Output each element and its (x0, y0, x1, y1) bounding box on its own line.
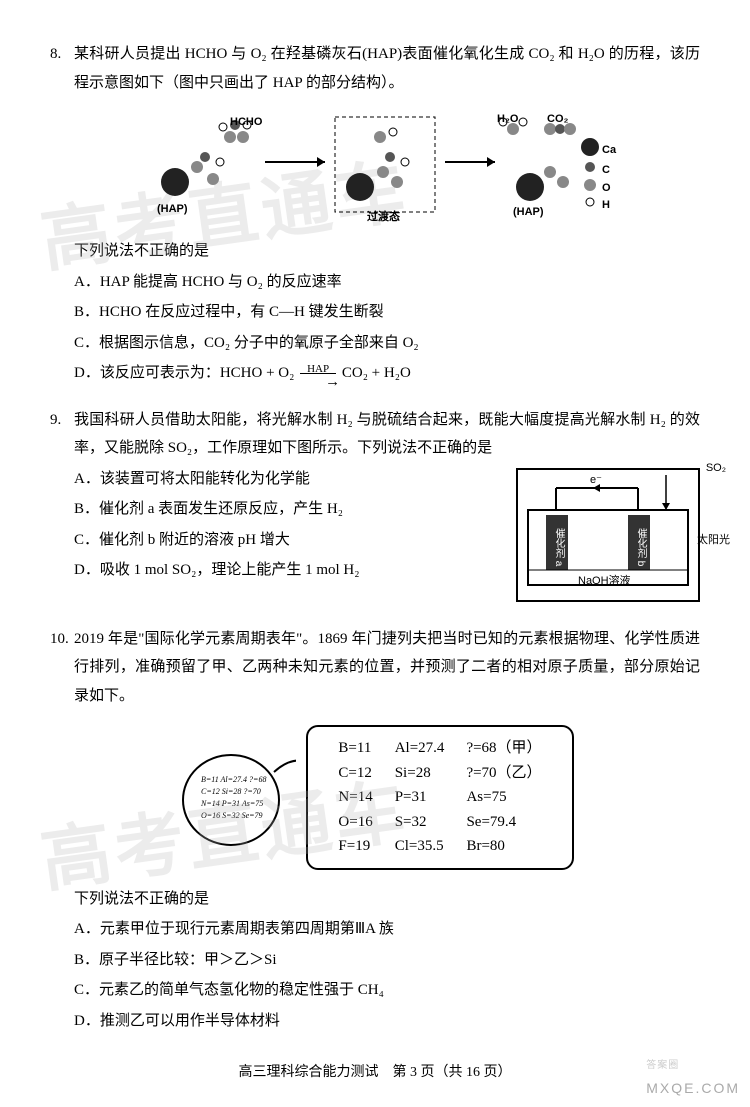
q8-optd-post: CO₂ + H₂O (338, 365, 411, 381)
t-r2c3: ?=70（乙） (456, 762, 551, 785)
svg-text:O=16 S=32 Se=79: O=16 S=32 Se=79 (201, 811, 263, 820)
svg-text:N=14 P=31 As=75: N=14 P=31 As=75 (200, 799, 263, 808)
q8-hap-left: (HAP) (157, 199, 188, 220)
page-footer: 高三理科综合能力测试 第 3 页（共 16 页） (50, 1060, 700, 1087)
q8-diagram: HCHO (HAP) 过渡态 (HAP) H₂O CO₂ Ca C O H (50, 107, 700, 227)
q8-hcho-label: HCHO (230, 112, 262, 133)
t-r5c1: F=19 (328, 835, 382, 858)
t-r4c3: Se=79.4 (456, 811, 551, 834)
q8-option-c: C．根据图示信息，CO₂ 分子中的氧原子全部来自 O₂ (74, 329, 700, 358)
q8-option-a: A．HAP 能提高 HCHO 与 O₂ 的反应速率 (74, 268, 700, 297)
question-8: 8. 某科研人员提出 HCHO 与 O₂ 在羟基磷灰石(HAP)表面催化氧化生成… (50, 40, 700, 388)
q9-diagram: e⁻ SO₂ 催化剂 a 催化剂 b 太阳光 NaOH溶液 (516, 468, 700, 602)
t-r3c1: N=14 (328, 786, 382, 809)
q10-table: B=11Al=27.4?=68（甲） C=12Si=28?=70（乙） N=14… (306, 725, 573, 870)
q8-prompt: 下列说法不正确的是 (74, 237, 700, 266)
t-r4c2: S=32 (385, 811, 455, 834)
q9-cat-b: 催化剂 b (628, 528, 650, 566)
q8-optd-pre: D．该反应可表示为：HCHO + O₂ (74, 365, 298, 381)
corner-main: MXQE.COM (646, 1080, 740, 1096)
q10-stem: 2019 年是"国际化学元素周期表年"。1869 年门捷列夫把当时已知的元素根据… (74, 625, 700, 711)
t-r4c1: O=16 (328, 811, 382, 834)
q10-option-d: D．推测乙可以用作半导体材料 (74, 1007, 700, 1036)
q9-e-label: e⁻ (590, 470, 602, 491)
q8-option-b: B．HCHO 在反应过程中，有 C—H 键发生断裂 (74, 298, 700, 327)
corner-watermark: 答案圈 MXQE.COM (646, 1056, 740, 1102)
t-r5c2: Cl=35.5 (385, 835, 455, 858)
q8-legend-h: H (602, 195, 610, 216)
question-10: 10. 2019 年是"国际化学元素周期表年"。1869 年门捷列夫把当时已知的… (50, 625, 700, 1036)
q8-hap-right: (HAP) (513, 202, 544, 223)
t-r5c3: Br=80 (456, 835, 551, 858)
svg-text:B=11 Al=27.4 ?=68: B=11 Al=27.4 ?=68 (201, 775, 266, 784)
q8-co2: CO₂ (547, 109, 568, 130)
q10-option-c: C．元素乙的简单气态氢化物的稳定性强于 CH₄ (74, 976, 700, 1005)
t-r2c2: Si=28 (385, 762, 455, 785)
t-r3c3: As=75 (456, 786, 551, 809)
t-r1c3: ?=68（甲） (456, 737, 551, 760)
q9-sun: 太阳光 (697, 530, 730, 551)
q8-number: 8. (50, 40, 74, 97)
q10-diagram: B=11 Al=27.4 ?=68 C=12 Si=28 ?=70 N=14 P… (50, 725, 700, 870)
corner-sub: 答案圈 (646, 1056, 740, 1075)
t-r3c2: P=31 (385, 786, 455, 809)
q10-option-b: B．原子半径比较：甲＞乙＞Si (74, 946, 700, 975)
t-r2c1: C=12 (328, 762, 382, 785)
q8-transition: 过渡态 (367, 207, 400, 228)
q9-so2: SO₂ (706, 458, 726, 479)
q8-h2o: H₂O (497, 109, 518, 130)
svg-text:C=12 Si=28 ?=70: C=12 Si=28 ?=70 (201, 787, 261, 796)
q10-number: 10. (50, 625, 74, 711)
q8-option-d: D．该反应可表示为：HCHO + O₂ HAP→ CO₂ + H₂O (74, 359, 700, 388)
q9-cat-a: 催化剂 a (546, 528, 568, 566)
question-9: 9. 我国科研人员借助太阳能，将光解水制 H₂ 与脱硫结合起来，既能大幅度提高光… (50, 406, 700, 607)
q9-number: 9. (50, 406, 74, 463)
t-r1c1: B=11 (328, 737, 382, 760)
q9-stem: 我国科研人员借助太阳能，将光解水制 H₂ 与脱硫结合起来，既能大幅度提高光解水制… (74, 406, 700, 463)
q10-prompt: 下列说法不正确的是 (74, 885, 700, 914)
t-r1c2: Al=27.4 (385, 737, 455, 760)
q9-naoh: NaOH溶液 (578, 571, 631, 592)
q10-option-a: A．元素甲位于现行元素周期表第四周期第ⅢA 族 (74, 915, 700, 944)
q8-legend-ca: Ca (602, 140, 616, 161)
q8-stem: 某科研人员提出 HCHO 与 O₂ 在羟基磷灰石(HAP)表面催化氧化生成 CO… (74, 40, 700, 97)
